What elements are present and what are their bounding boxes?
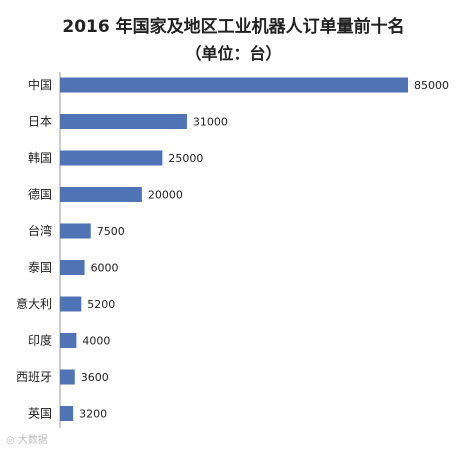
- bar: [60, 406, 74, 421]
- data-label: 3600: [81, 371, 109, 384]
- chart-subtitle: （单位：台）: [185, 44, 282, 63]
- data-label: 5200: [87, 298, 115, 311]
- watermark-text: 大数据: [17, 435, 48, 446]
- category-label: 台湾: [28, 223, 52, 238]
- bar: [60, 77, 408, 93]
- category-label: 韩国: [28, 150, 52, 165]
- bar: [60, 150, 163, 166]
- category-label: 英国: [28, 407, 52, 421]
- data-label: 25000: [168, 152, 203, 165]
- category-label: 德国: [28, 187, 52, 202]
- data-label: 4000: [82, 335, 110, 348]
- category-label: 泰国: [28, 261, 52, 275]
- data-label: 31000: [193, 116, 228, 129]
- data-label: 85000: [414, 79, 449, 92]
- category-label: 中国: [28, 77, 52, 92]
- data-label: 3200: [79, 408, 107, 421]
- bar: [60, 223, 91, 239]
- category-label: 意大利: [16, 296, 52, 311]
- data-label: 20000: [148, 189, 183, 202]
- bar: [60, 187, 142, 202]
- watermark: ◎ 大数据: [6, 431, 48, 446]
- bar: [60, 296, 82, 312]
- data-label: 6000: [91, 262, 119, 275]
- bar: [60, 369, 75, 385]
- bar: [60, 260, 85, 275]
- weibo-icon: ◎: [6, 435, 15, 446]
- chart-title: 2016 年国家及地区工业机器人订单量前十名: [62, 17, 405, 37]
- data-label: 7500: [97, 225, 125, 238]
- bar: [60, 114, 187, 129]
- bar: [60, 333, 77, 348]
- category-label: 西班牙: [16, 370, 52, 384]
- category-label: 日本: [28, 115, 52, 129]
- category-label: 印度: [28, 333, 52, 348]
